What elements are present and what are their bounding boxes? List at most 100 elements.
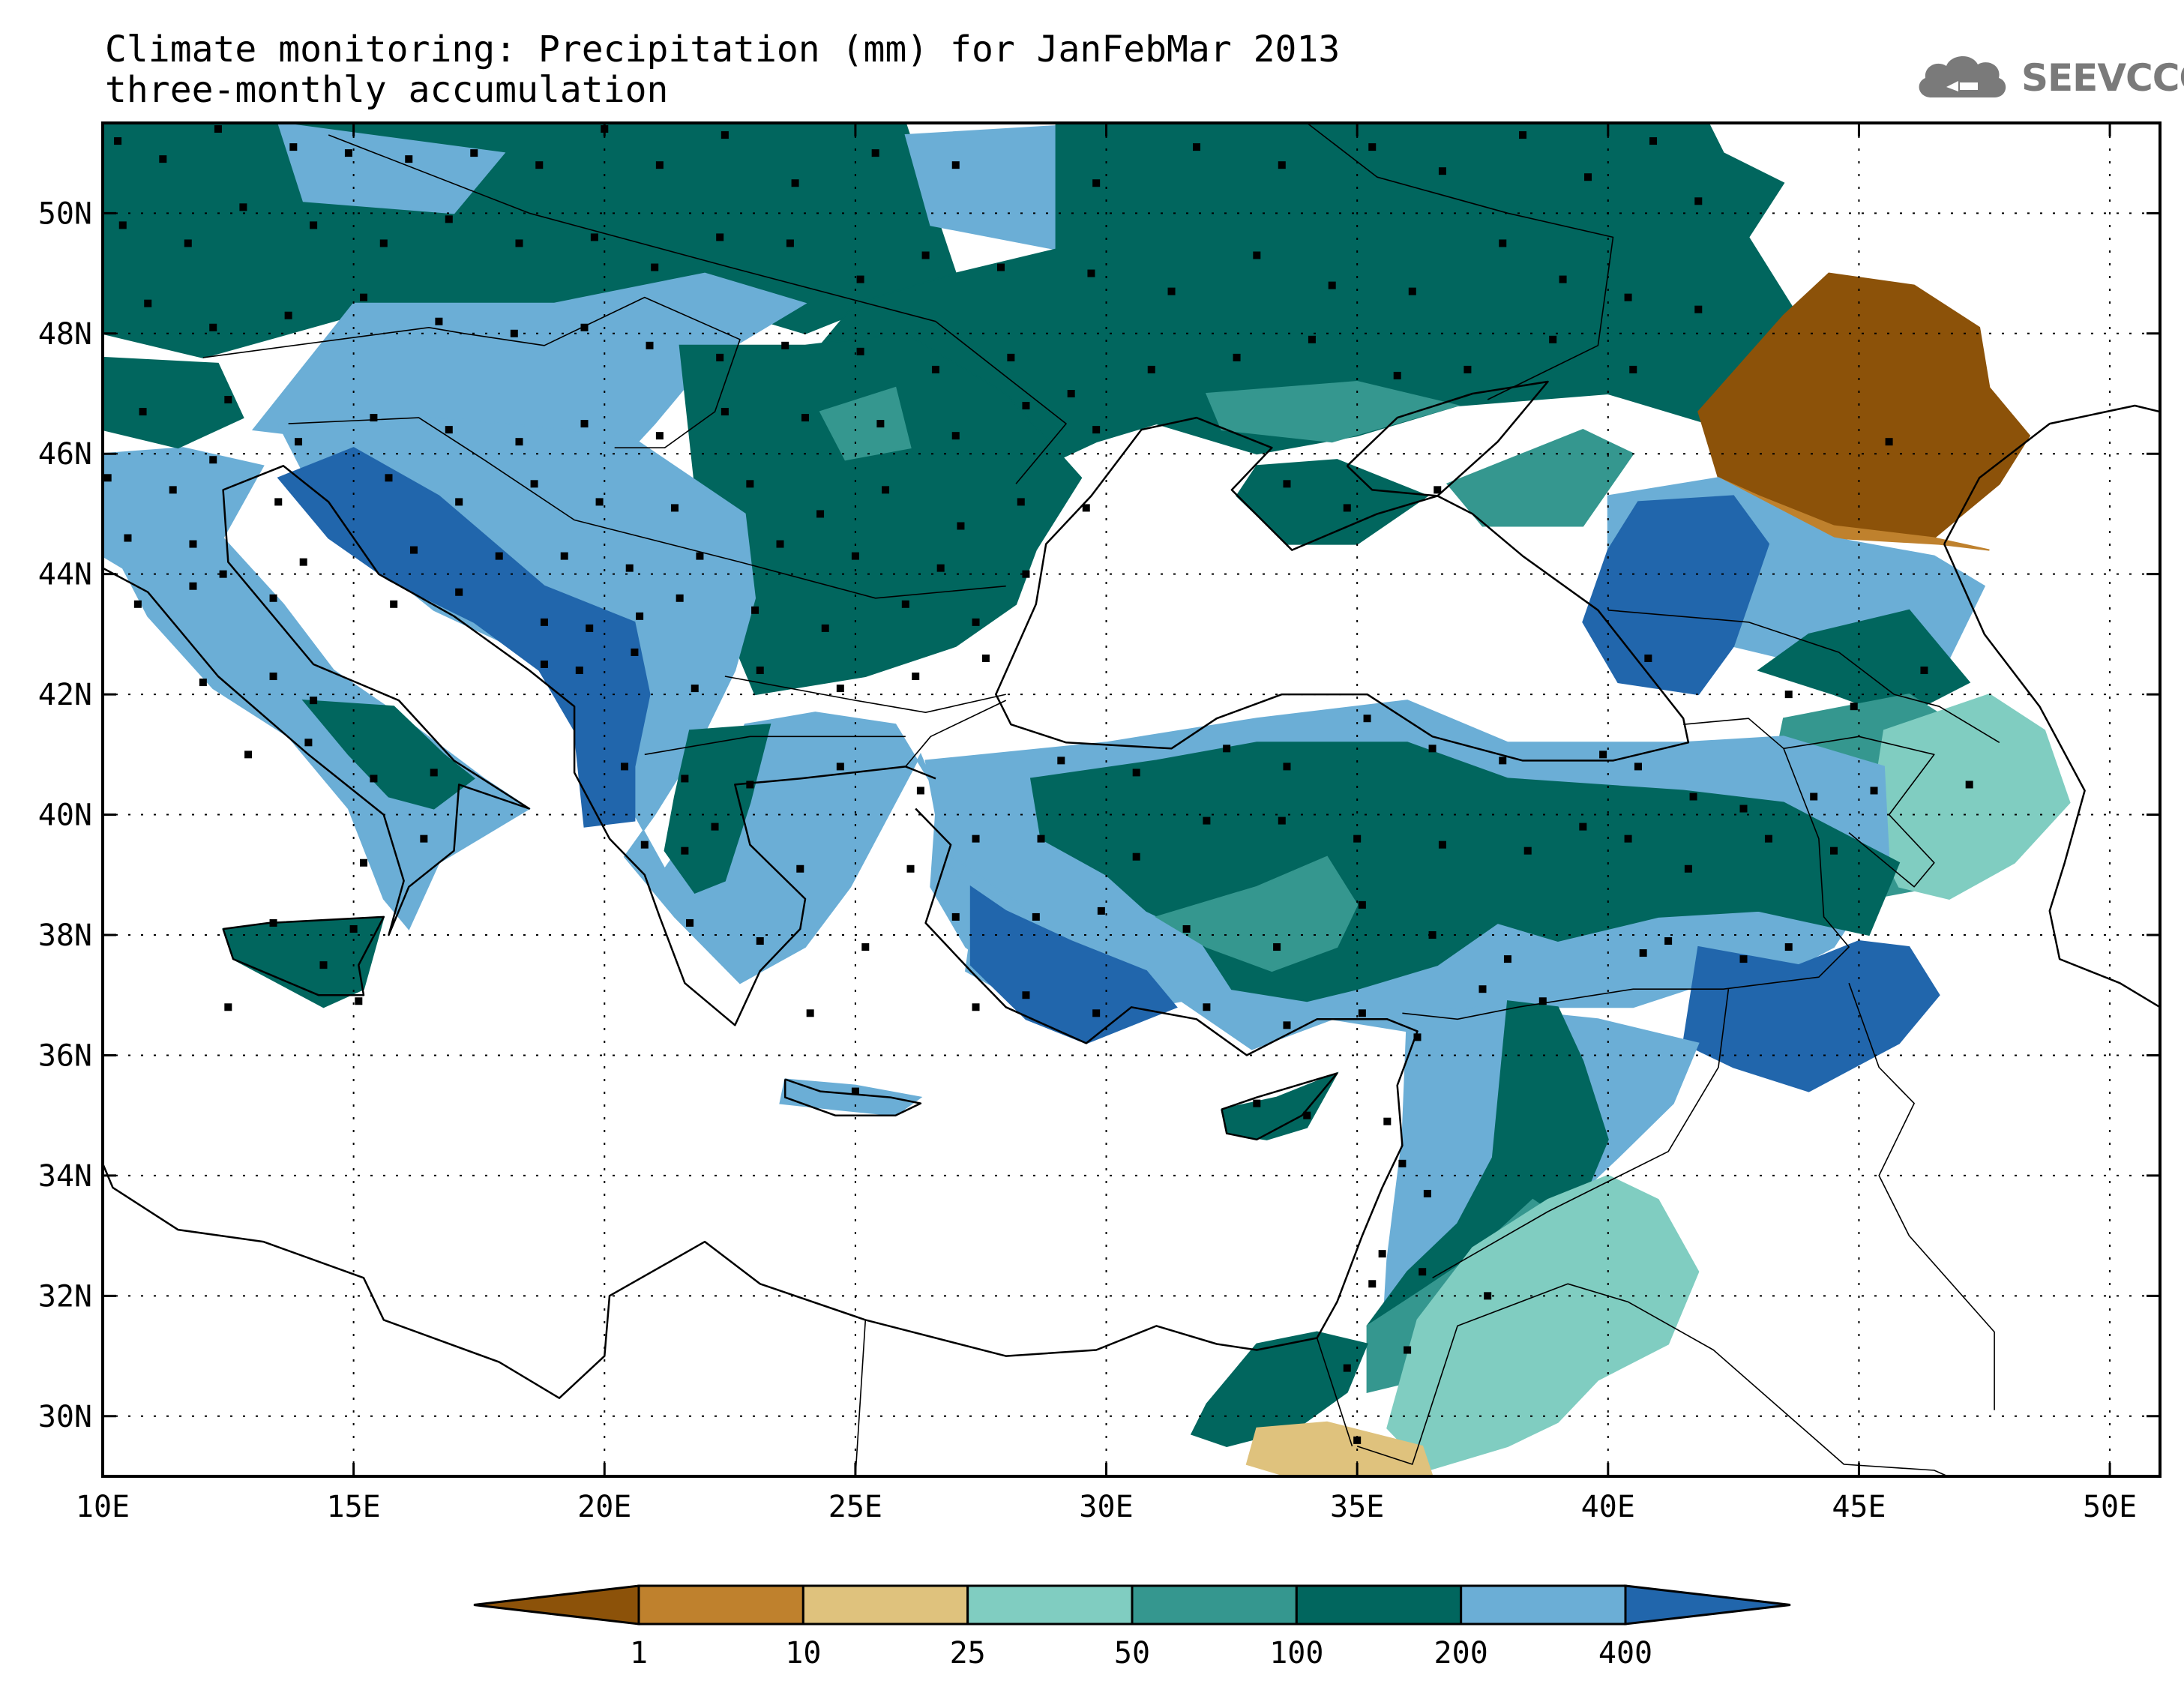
station-marker	[139, 408, 147, 416]
station-marker	[239, 203, 247, 211]
station-marker	[1203, 1003, 1211, 1011]
station-marker	[1278, 161, 1286, 169]
station-marker	[1022, 991, 1030, 999]
region-crimea-green	[1236, 459, 1430, 545]
station-marker	[114, 137, 122, 145]
station-marker	[1764, 835, 1772, 843]
colorbar-bin	[1131, 1584, 1298, 1626]
station-marker	[1624, 293, 1632, 301]
station-marker	[1193, 143, 1201, 151]
station-marker	[996, 263, 1005, 271]
coastline-black-sea	[995, 416, 1690, 762]
station-marker	[681, 846, 689, 855]
y-tick-label: 36N	[38, 1038, 92, 1073]
region-aegean-dark-blue	[969, 885, 1178, 1044]
station-marker	[169, 486, 177, 494]
station-marker	[686, 918, 694, 927]
station-marker	[1303, 1111, 1311, 1119]
station-marker	[1087, 269, 1095, 277]
station-marker	[1253, 1099, 1261, 1107]
station-marker	[1353, 835, 1362, 843]
station-marker	[430, 769, 438, 777]
coastlines	[103, 380, 2160, 1399]
station-marker	[1519, 131, 1527, 139]
station-marker	[1664, 937, 1673, 945]
station-marker	[103, 474, 112, 482]
station-marker	[515, 239, 523, 247]
y-tick-label: 38N	[38, 918, 92, 953]
border-border-6	[905, 700, 1007, 767]
station-marker	[1092, 426, 1101, 434]
station-marker	[1092, 179, 1101, 187]
station-marker	[370, 414, 378, 422]
colorbar-label: 100	[1269, 1636, 1323, 1671]
station-marker	[957, 522, 965, 530]
station-marker	[1428, 931, 1437, 939]
station-marker	[1032, 912, 1040, 921]
station-marker	[269, 594, 277, 602]
station-marker	[405, 155, 413, 163]
station-marker	[118, 221, 127, 229]
station-marker	[1850, 703, 1858, 711]
y-tick-label: 48N	[38, 317, 92, 352]
station-marker	[655, 432, 664, 440]
station-marker	[716, 233, 724, 241]
station-marker	[796, 864, 804, 873]
station-marker	[1784, 691, 1793, 699]
station-marker	[851, 552, 859, 560]
coastline-cyprus-coast	[1221, 1072, 1338, 1141]
station-marker	[1283, 763, 1291, 771]
station-marker	[1599, 751, 1607, 759]
station-marker	[981, 654, 990, 662]
x-tick-label: 35E	[1330, 1490, 1384, 1524]
station-marker	[882, 486, 890, 494]
station-marker	[1739, 805, 1748, 813]
precipitation-fields	[103, 123, 2071, 1476]
station-marker	[1233, 353, 1241, 361]
region-zagros-dark-blue	[1682, 939, 1940, 1092]
station-marker	[625, 564, 634, 572]
region-azov-patch	[1205, 380, 1460, 443]
border-border-10	[1316, 1338, 1353, 1447]
station-marker	[836, 685, 844, 693]
axes: 10E 15E 20E 25E 30E 35E 40E 45E 50E 30N 32N 34N 36N 3…	[38, 123, 2160, 1524]
station-marker	[1784, 943, 1793, 951]
station-marker	[209, 456, 217, 464]
station-marker	[530, 480, 538, 488]
coastline-adriatic-italy	[103, 465, 936, 1026]
station-marker	[951, 912, 960, 921]
station-marker	[209, 323, 217, 331]
station-marker	[189, 540, 197, 548]
border-border-11	[855, 1320, 867, 1476]
station-marker	[1538, 997, 1547, 1005]
colorbar-bin	[637, 1584, 804, 1626]
station-marker	[1067, 390, 1075, 397]
station-marker	[299, 558, 307, 566]
station-marker	[1965, 781, 1973, 789]
seevccc-logo: SEEVCCC	[1910, 48, 2184, 108]
colorbar-label: 10	[785, 1636, 821, 1671]
station-marker	[972, 1003, 980, 1011]
region-dinaric-dark-blue	[277, 447, 651, 828]
station-marker	[515, 438, 523, 446]
chart-subtitle: three-monthly accumulation	[105, 69, 669, 111]
region-anatolia-teal-patch	[1155, 855, 1359, 972]
station-marker	[1559, 275, 1567, 283]
station-marker	[636, 612, 644, 620]
station-marker	[1649, 137, 1658, 145]
coastline-crete-coast	[783, 1078, 922, 1116]
station-marker	[916, 787, 924, 795]
station-marker	[676, 594, 684, 602]
coastline-caspian-north	[1943, 404, 2160, 545]
station-marker	[1328, 281, 1336, 289]
colorbar-bin	[966, 1584, 1134, 1626]
station-marker	[1463, 365, 1472, 373]
station-marker	[1278, 817, 1286, 825]
station-marker	[445, 426, 453, 434]
x-tick-label: 15E	[327, 1490, 381, 1524]
station-marker	[319, 961, 328, 969]
x-tick-label: 50E	[2083, 1490, 2137, 1524]
station-marker	[1404, 1346, 1412, 1354]
colorbar-label: 400	[1598, 1636, 1652, 1671]
coastline-sicily-coast	[222, 915, 385, 996]
